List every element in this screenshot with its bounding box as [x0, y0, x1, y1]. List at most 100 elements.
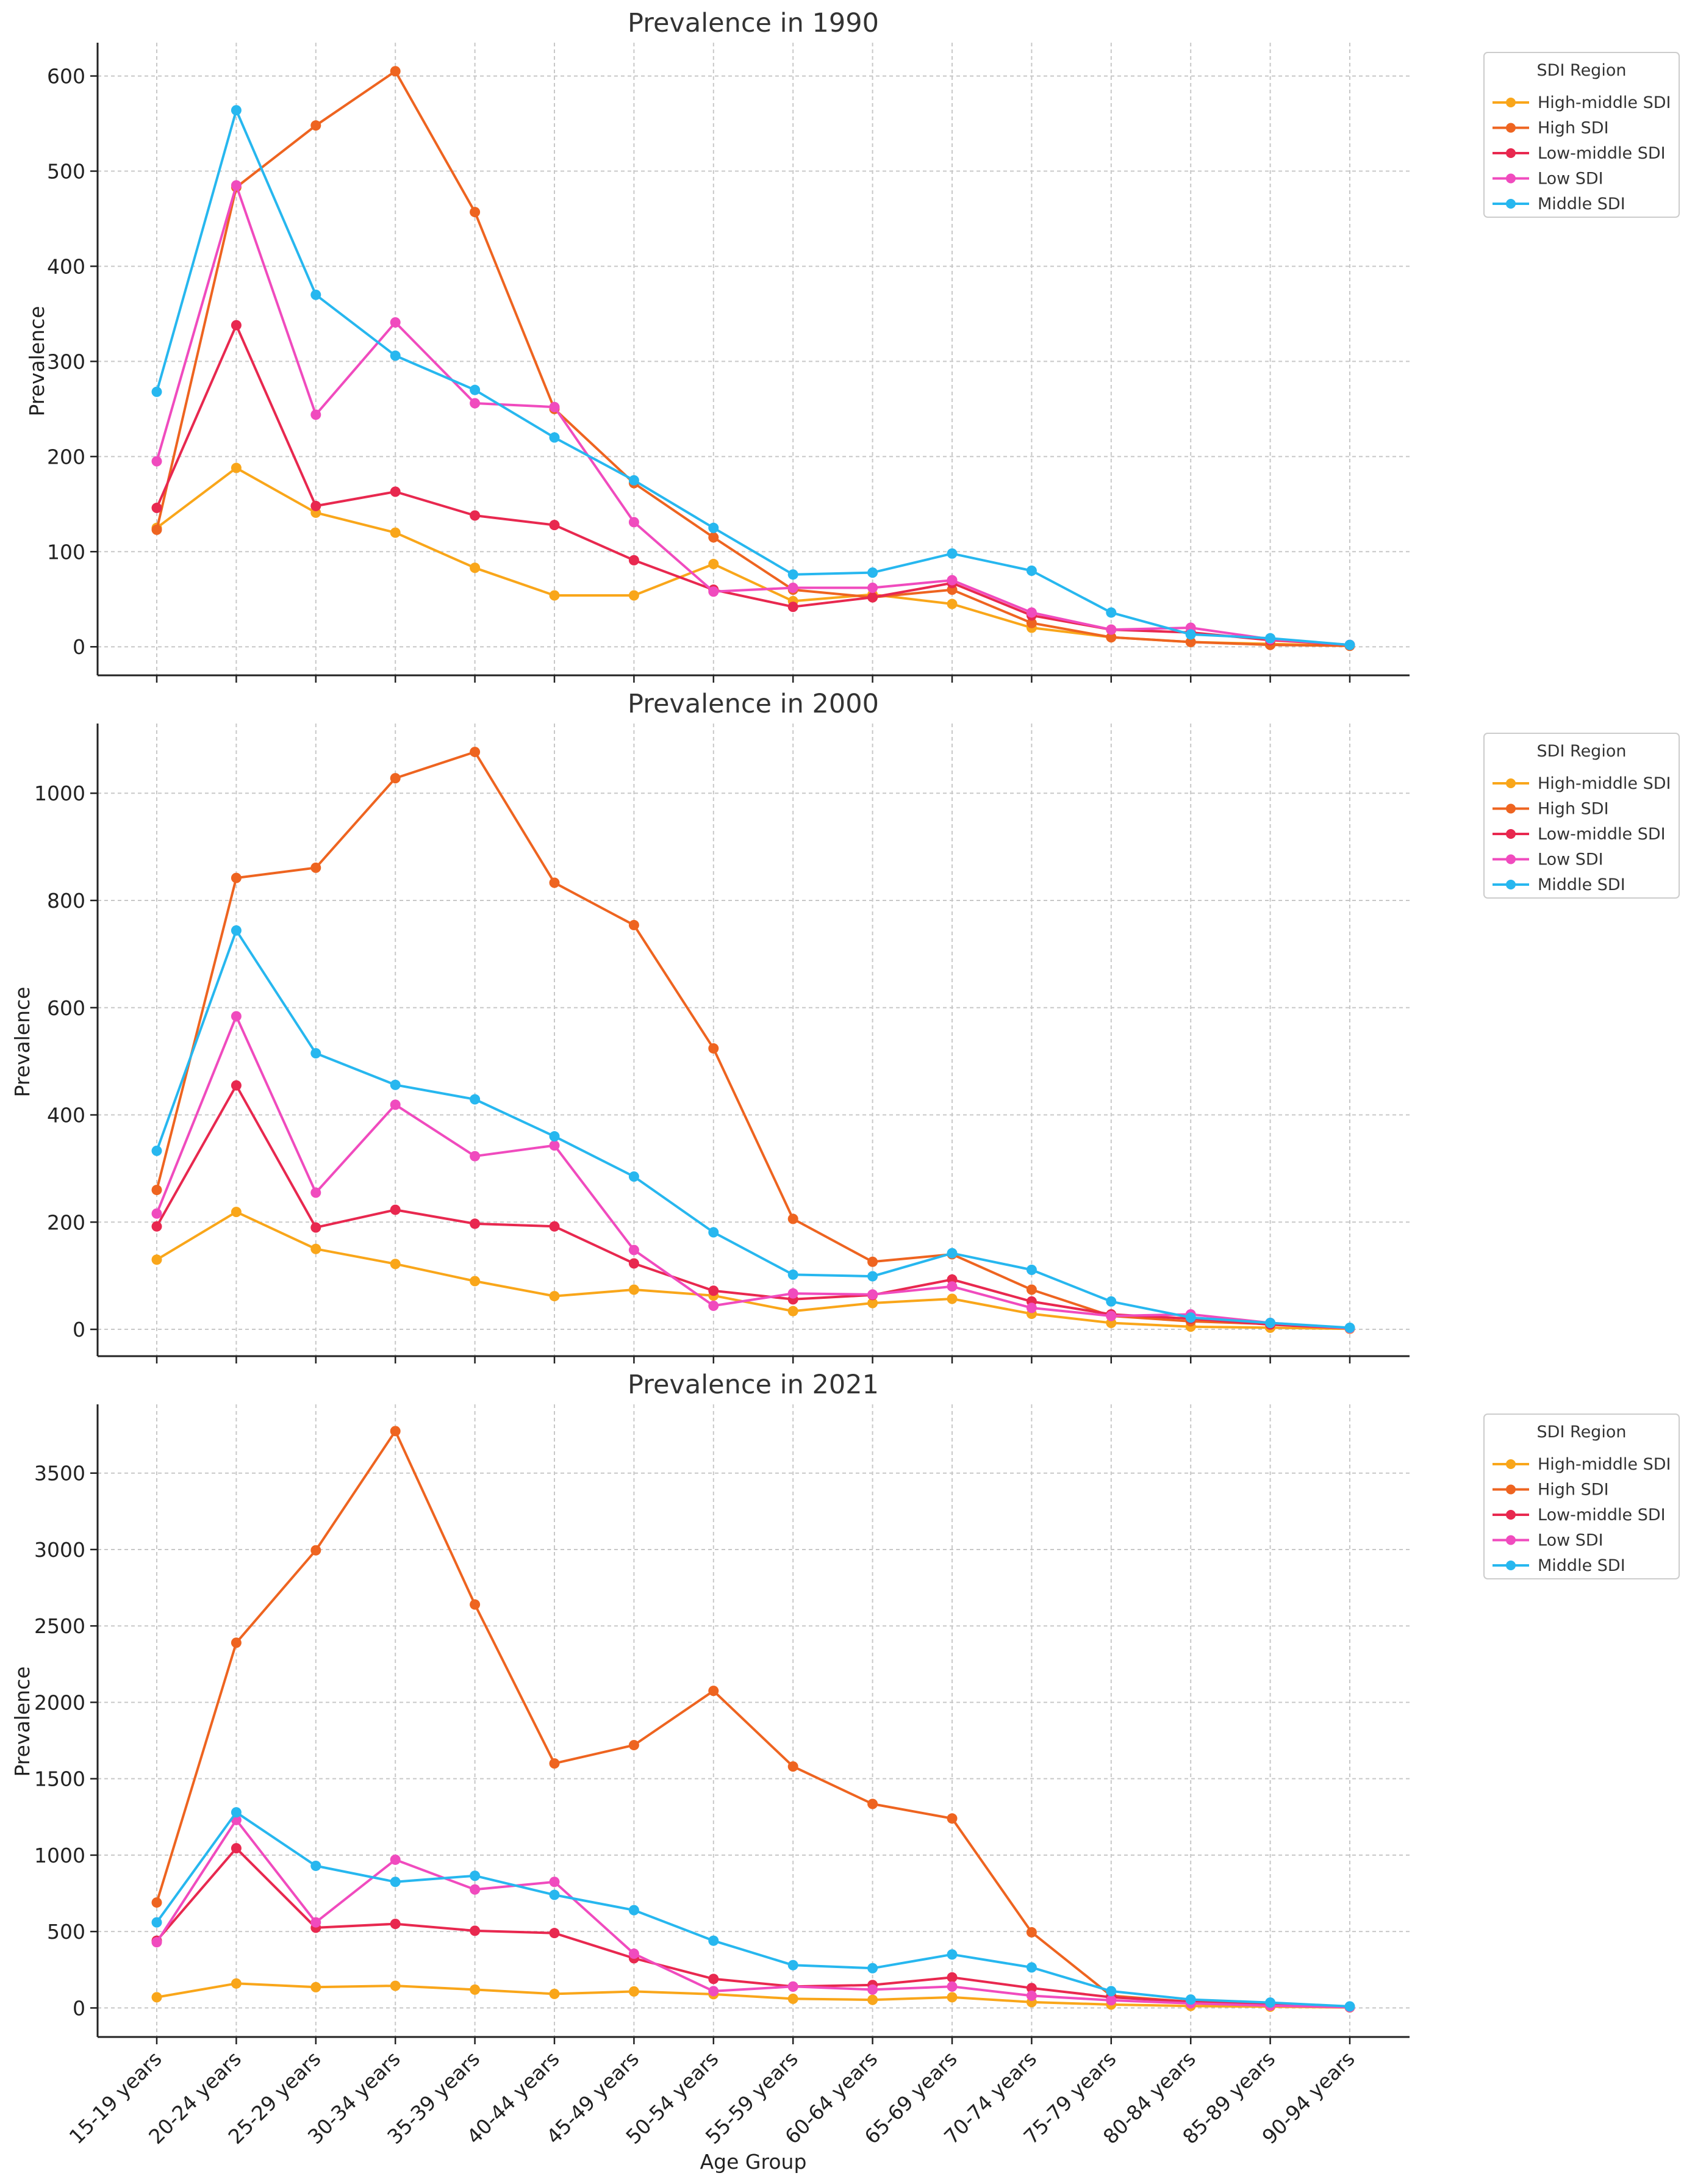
data-point — [470, 1925, 481, 1936]
data-point — [470, 1218, 481, 1229]
data-point — [947, 1281, 958, 1292]
data-point — [947, 1949, 958, 1960]
data-point — [310, 289, 321, 300]
y-tick-label: 800 — [47, 889, 85, 913]
data-point — [628, 1986, 639, 1997]
data-point — [390, 1877, 401, 1888]
legend: SDI Region High-middle SDI High SDI Low-mid… — [1483, 52, 1680, 218]
data-point — [390, 1980, 401, 1991]
data-point — [1106, 1986, 1117, 1997]
y-axis-label: Prevalence — [10, 986, 34, 1097]
y-tick-label: 0 — [73, 1318, 85, 1342]
data-point — [787, 569, 798, 580]
legend-marker — [1506, 1510, 1516, 1520]
data-point — [787, 1288, 798, 1299]
data-point — [151, 1185, 162, 1196]
data-point — [867, 583, 878, 594]
y-tick-label: 300 — [47, 350, 85, 373]
y-tick-label: 1000 — [34, 1844, 85, 1867]
data-point — [947, 1293, 958, 1304]
data-point — [231, 1807, 242, 1818]
data-point — [1106, 1310, 1117, 1321]
data-point — [787, 1981, 798, 1992]
data-point — [1026, 1990, 1037, 2001]
data-point — [310, 1981, 321, 1992]
data-point — [310, 862, 321, 873]
data-point — [628, 555, 639, 566]
data-point — [231, 320, 242, 331]
y-tick-label: 1500 — [34, 1767, 85, 1791]
data-point — [1185, 1312, 1196, 1323]
data-point — [151, 1917, 162, 1928]
series-line — [156, 750, 1350, 1330]
y-axis-label: Prevalence — [10, 1666, 34, 1776]
data-point — [628, 919, 639, 930]
legend-label: Low-middle SDI — [1538, 825, 1666, 844]
data-point — [151, 386, 162, 397]
legend-marker — [1506, 199, 1516, 209]
data-point — [787, 1959, 798, 1970]
legend-label: High SDI — [1538, 1481, 1609, 1500]
data-point — [867, 1289, 878, 1300]
legend-marker — [1506, 1535, 1516, 1545]
data-point — [867, 1298, 878, 1309]
legend-marker — [1506, 1459, 1516, 1469]
data-point — [310, 1187, 321, 1198]
data-point — [470, 1884, 481, 1895]
data-point — [549, 877, 560, 888]
legend-marker — [1506, 148, 1516, 158]
data-point — [1026, 617, 1037, 628]
data-point — [231, 1080, 242, 1091]
data-point — [947, 548, 958, 559]
y-tick-label: 2000 — [34, 1690, 85, 1714]
data-point — [390, 1204, 401, 1215]
series-line — [156, 1847, 1350, 2009]
data-point — [628, 1284, 639, 1295]
subplot-title: Prevalence in 2021 — [628, 1370, 879, 1400]
data-point — [947, 1972, 958, 1983]
series-line — [156, 109, 1350, 647]
data-point — [231, 872, 242, 883]
y-tick-label: 600 — [47, 996, 85, 1020]
series-middle-sdi — [151, 925, 1355, 1333]
series-line — [156, 1015, 1350, 1330]
data-point — [231, 1843, 242, 1854]
data-point — [1026, 1265, 1037, 1276]
legend: SDI Region High-middle SDI High SDI Low-mid… — [1483, 1413, 1680, 1579]
legend-label: Middle SDI — [1538, 195, 1625, 214]
data-point — [310, 120, 321, 131]
series-low-sdi — [151, 1011, 1355, 1334]
data-point — [310, 1243, 321, 1254]
data-point — [470, 1276, 481, 1287]
data-point — [787, 1993, 798, 2004]
data-point — [470, 510, 481, 521]
data-point — [470, 1151, 481, 1162]
data-point — [390, 1259, 401, 1270]
data-point — [1106, 624, 1117, 635]
data-point — [310, 1222, 321, 1233]
data-point — [708, 1935, 719, 1946]
data-point — [1106, 1296, 1117, 1307]
data-point — [470, 1984, 481, 1995]
data-point — [1026, 1983, 1037, 1994]
data-point — [470, 398, 481, 409]
series-line — [156, 929, 1350, 1329]
subplot-title: Prevalence in 1990 — [628, 8, 879, 38]
data-point — [708, 1043, 719, 1054]
data-point — [1344, 1322, 1355, 1333]
data-point — [470, 1599, 481, 1610]
data-point — [1026, 565, 1037, 576]
y-tick-label: 400 — [47, 254, 85, 278]
data-point — [231, 925, 242, 936]
data-point — [231, 105, 242, 116]
data-point — [151, 1937, 162, 1948]
data-point — [947, 1248, 958, 1259]
data-point — [470, 1094, 481, 1105]
data-point — [787, 602, 798, 612]
data-point — [708, 522, 719, 533]
data-point — [151, 1208, 162, 1219]
subplot-1990: Prevalence in 1990 Prevalence 0 100 200 300… — [25, 8, 1680, 683]
series-line — [156, 1811, 1350, 2008]
data-point — [628, 1905, 639, 1916]
